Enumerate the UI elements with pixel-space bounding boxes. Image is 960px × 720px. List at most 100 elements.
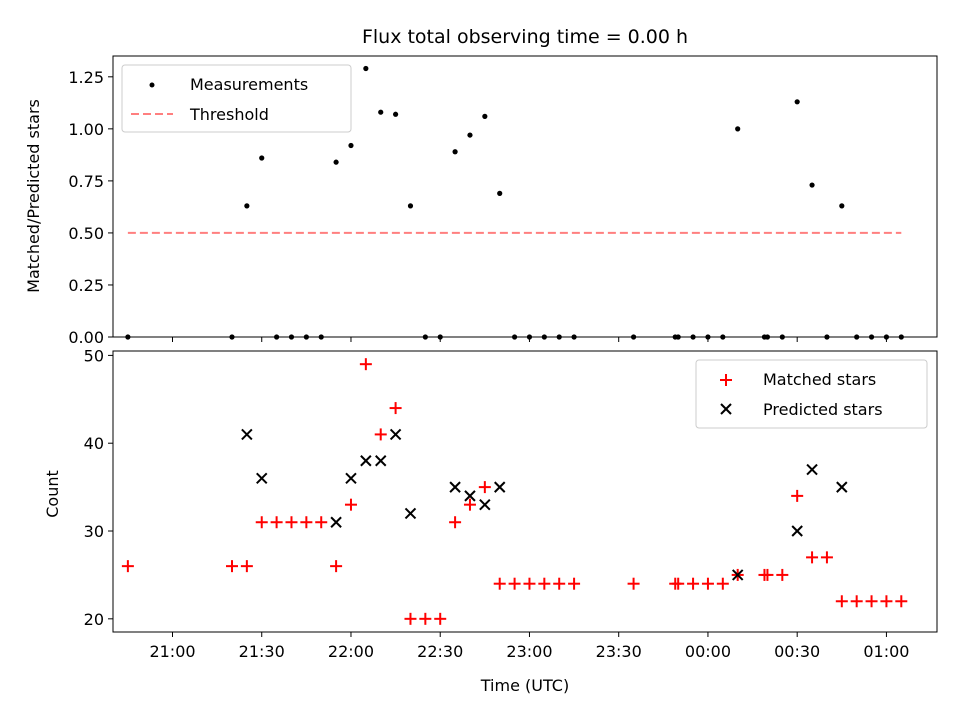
bottom-y-tick-label: 50 [84,346,104,365]
predicted-star-stroke-b [330,516,342,528]
matched-star-point [225,560,238,573]
legend-matched-label: Matched stars [763,370,876,389]
measurement-point [482,113,488,119]
predicted-star-stroke-b [345,472,357,485]
legend-predicted-marker [720,403,732,415]
bottom-y-tick-label: 20 [84,610,104,629]
matched-star-point [255,516,268,529]
measurement-point [452,149,458,155]
measurement-point [392,111,399,117]
bottom-x-tick-label: 21:00 [149,642,195,661]
matched-star-point [672,577,685,590]
predicted-star-stroke-b [256,472,268,485]
predicted-star-point [375,455,387,467]
predicted-star-point [731,569,744,581]
bottom-x-axis-label: Time (UTC) [480,676,569,695]
measurement-point [497,190,503,196]
predicted-star-point [479,498,491,511]
predicted-star-stroke-b [241,428,253,441]
top-legend: Measurements Threshold [121,64,352,133]
matched-star-point [419,612,432,625]
bottom-y-axis-label: Count [43,470,62,518]
matched-star-point [538,577,551,590]
matched-star-point [374,428,387,441]
predicted-star-stroke-b [791,525,803,537]
top-y-tick-label: 0.50 [68,224,104,243]
matched-star-point [687,577,700,590]
top-plot-area: 0.00 0.25 0.50 0.75 1.00 1.25 [68,55,938,347]
matched-star-point [568,577,581,590]
matched-star-point [835,595,848,608]
top-y-tick-label: 1.00 [68,120,104,139]
bottom-x-tick-label: 00:00 [685,642,731,661]
top-y-axis-label: Matched/Predicted stars [24,99,43,293]
matched-star-point [240,560,253,573]
matched-star-point [806,551,819,564]
matched-star-point [121,560,134,573]
matched-star-point [523,577,536,590]
predicted-star-stroke-b [375,455,387,467]
measurement-point [333,159,339,165]
matched-star-point [701,577,714,590]
matched-star-point [463,498,476,511]
matched-star-point [315,516,328,529]
matched-star-point [776,568,789,581]
matched-star-point [270,516,283,529]
bottom-x-tick-label: 21:30 [239,642,285,661]
predicted-star-stroke-b [479,498,491,511]
top-plot-frame [112,55,938,338]
bottom-y-tick-label: 30 [84,522,104,541]
top-chart-title: Flux total observing time = 0.00 h [362,26,688,48]
matched-star-point [359,358,372,371]
bottom-plot-frame [112,350,938,633]
top-legend-box [121,64,352,133]
bottom-x-tick-label: 22:30 [417,642,463,661]
predicted-star-point [241,428,253,441]
matched-star-point [300,516,313,529]
predicted-star-stroke-b [806,463,818,476]
matched-star-point [553,577,566,590]
predicted-star-point [404,507,417,520]
legend-measurements-label: Measurements [190,75,308,94]
predicted-star-stroke-b [389,428,402,441]
top-y-tick-label: 1.25 [68,68,104,87]
bottom-x-tick-label: 23:00 [506,642,552,661]
legend-measurements-marker [149,82,155,88]
bottom-x-tick-label: 00:30 [774,642,820,661]
top-y-tick-label: 0.00 [68,328,104,347]
measurement-point [348,142,354,149]
top-y-tick-label: 0.75 [68,172,104,191]
matched-star-point [716,577,729,590]
predicted-star-point [449,481,461,493]
matched-star-point [627,577,640,590]
predicted-star-stroke-b [449,481,461,493]
measurement-point [467,132,473,138]
bottom-legend-box [695,359,928,429]
bottom-y-tick-label: 40 [84,434,104,453]
matched-star-point [478,481,491,494]
top-y-tick-label: 0.25 [68,276,104,295]
bottom-x-tick-label: 01:00 [863,642,909,661]
matched-star-point [850,595,863,608]
predicted-star-stroke-b [836,481,848,493]
matched-star-point [865,595,878,608]
predicted-star-point [360,455,372,467]
matched-star-point [344,498,357,511]
measurement-point [244,203,250,209]
measurement-point [378,109,384,115]
matched-star-point [508,577,521,590]
matched-star-point [434,612,447,625]
matched-star-point [791,489,804,502]
predicted-star-stroke-b [404,507,417,520]
bottom-x-tick-label: 23:30 [596,642,642,661]
predicted-star-point [330,516,342,528]
measurement-point [735,126,741,132]
matched-star-point [449,516,462,529]
measurement-point [259,155,265,161]
predicted-star-stroke-b [494,481,506,493]
matched-star-point [285,516,298,529]
bottom-x-tick-label: 22:00 [328,642,374,661]
measurement-point [407,203,414,209]
measurement-point [363,65,369,72]
